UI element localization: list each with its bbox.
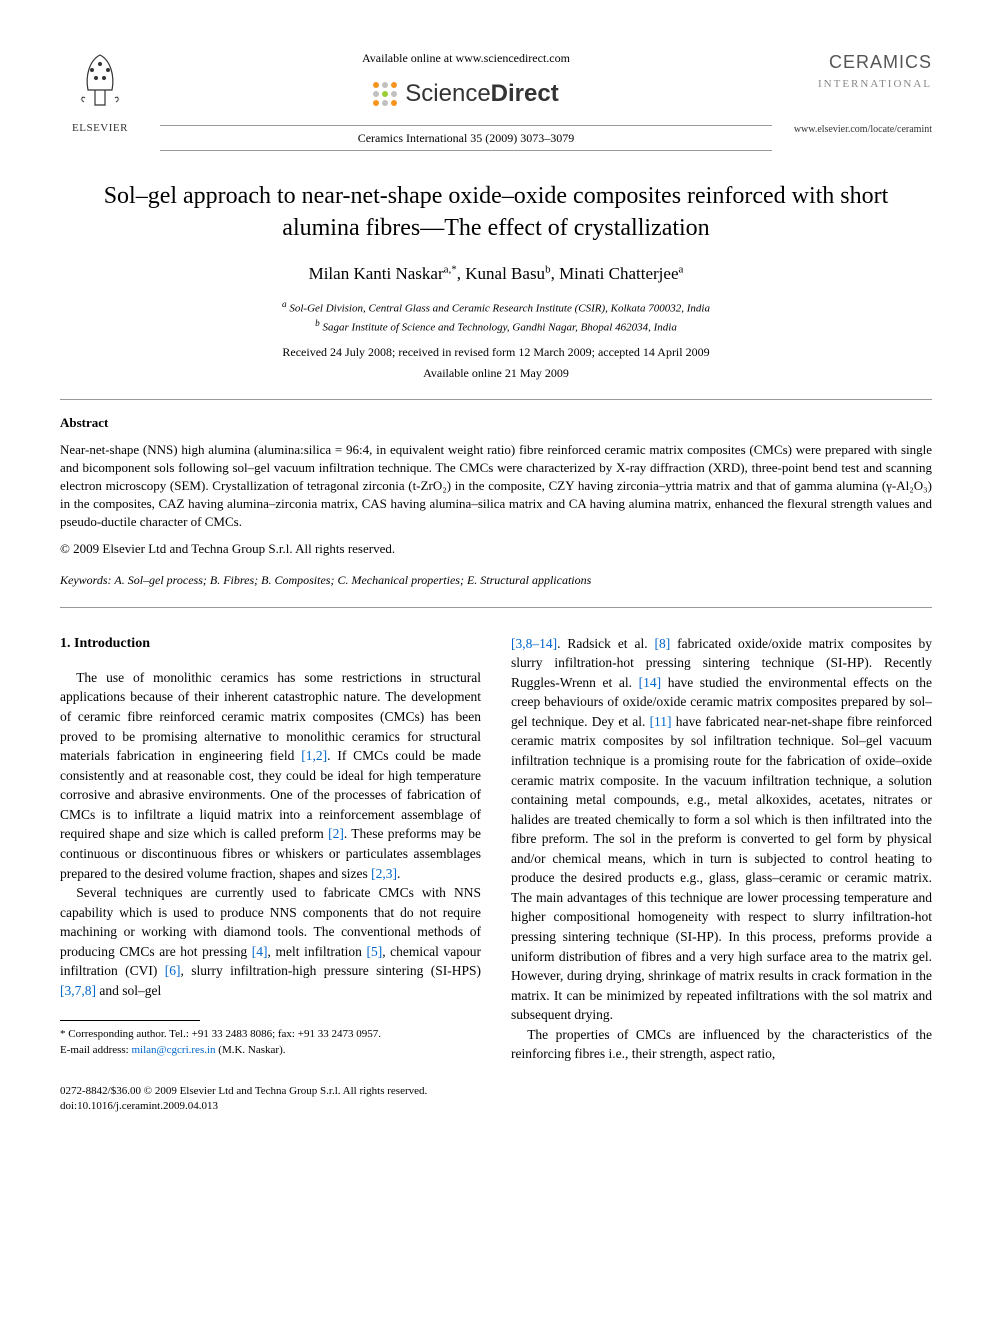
- journal-url: www.elsevier.com/locate/ceramint: [792, 123, 932, 137]
- email-link[interactable]: milan@cgcri.res.in: [131, 1044, 215, 1056]
- right-column: [3,8–14]. Radsick et al. [8] fabricated …: [511, 634, 932, 1064]
- sciencedirect-logo: ScienceDirect: [160, 75, 772, 111]
- journal-logo: CERAMICS INTERNATIONAL www.elsevier.com/…: [792, 50, 932, 137]
- keywords-label: Keywords:: [60, 573, 112, 587]
- header-row: ELSEVIER Available online at www.science…: [60, 50, 932, 151]
- citation-ref[interactable]: [5]: [366, 944, 382, 959]
- received-dates: Received 24 July 2008; received in revis…: [60, 344, 932, 361]
- abstract-text: Near-net-shape (NNS) high alumina (alumi…: [60, 441, 932, 532]
- left-column: 1. Introduction The use of monolithic ce…: [60, 634, 481, 1064]
- citation-line: Ceramics International 35 (2009) 3073–30…: [160, 125, 772, 152]
- paragraph: The properties of CMCs are influenced by…: [511, 1025, 932, 1064]
- online-date: Available online 21 May 2009: [60, 365, 932, 382]
- footnote-separator: [60, 1020, 200, 1021]
- author: Milan Kanti Naskara,*: [309, 264, 457, 283]
- author: Kunal Basub: [465, 264, 550, 283]
- email-label: E-mail address:: [60, 1044, 129, 1056]
- sciencedirect-dots-icon: [373, 82, 397, 106]
- affiliation: a Sol-Gel Division, Central Glass and Ce…: [60, 298, 932, 317]
- elsevier-tree-icon: [70, 50, 130, 110]
- author: Minati Chatterjeea: [559, 264, 683, 283]
- elsevier-logo: ELSEVIER: [60, 50, 140, 136]
- elsevier-text: ELSEVIER: [60, 121, 140, 136]
- article-title: Sol–gel approach to near-net-shape oxide…: [100, 181, 892, 243]
- journal-name: CERAMICS: [792, 50, 932, 75]
- citation-ref[interactable]: [2]: [328, 826, 344, 841]
- keywords-text: A. Sol–gel process; B. Fibres; B. Compos…: [114, 573, 591, 587]
- citation-ref[interactable]: [6]: [165, 963, 181, 978]
- citation-ref[interactable]: [11]: [650, 714, 672, 729]
- sciencedirect-text: ScienceDirect: [405, 77, 558, 111]
- paragraph: Several techniques are currently used to…: [60, 883, 481, 1000]
- doi: doi:10.1016/j.ceramint.2009.04.013: [60, 1099, 932, 1114]
- citation-ref[interactable]: [2,3]: [371, 866, 397, 881]
- abstract-copyright: © 2009 Elsevier Ltd and Techna Group S.r…: [60, 540, 932, 558]
- divider: [60, 607, 932, 608]
- divider: [60, 399, 932, 400]
- citation-ref[interactable]: [3,8–14]: [511, 636, 557, 651]
- corresponding-author-footnote: * Corresponding author. Tel.: +91 33 248…: [60, 1027, 481, 1058]
- section-heading: 1. Introduction: [60, 634, 481, 654]
- footer: 0272-8842/$36.00 © 2009 Elsevier Ltd and…: [60, 1084, 932, 1115]
- citation-ref[interactable]: [14]: [639, 675, 662, 690]
- body-columns: 1. Introduction The use of monolithic ce…: [60, 634, 932, 1064]
- paragraph: The use of monolithic ceramics has some …: [60, 668, 481, 883]
- authors-line: Milan Kanti Naskara,*, Kunal Basub, Mina…: [60, 262, 932, 286]
- citation-ref[interactable]: [3,7,8]: [60, 983, 96, 998]
- affiliation: b Sagar Institute of Science and Technol…: [60, 317, 932, 336]
- available-online-text: Available online at www.sciencedirect.co…: [160, 50, 772, 67]
- paragraph: [3,8–14]. Radsick et al. [8] fabricated …: [511, 634, 932, 1025]
- keywords: Keywords: A. Sol–gel process; B. Fibres;…: [60, 572, 932, 589]
- citation-ref[interactable]: [4]: [252, 944, 268, 959]
- center-header: Available online at www.sciencedirect.co…: [140, 50, 792, 151]
- issn-copyright: 0272-8842/$36.00 © 2009 Elsevier Ltd and…: [60, 1084, 932, 1099]
- journal-subtitle: INTERNATIONAL: [792, 77, 932, 92]
- abstract-heading: Abstract: [60, 414, 932, 432]
- affiliations: a Sol-Gel Division, Central Glass and Ce…: [60, 298, 932, 336]
- citation-ref[interactable]: [8]: [655, 636, 671, 651]
- citation-ref[interactable]: [1,2]: [301, 748, 327, 763]
